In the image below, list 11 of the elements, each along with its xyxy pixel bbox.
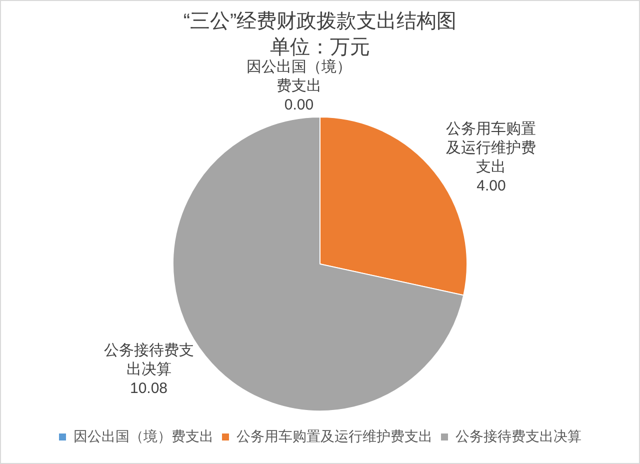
data-label: 4.00 <box>476 178 506 195</box>
chart-title: “三公”经费财政拨款支出结构图 <box>183 10 457 33</box>
legend-label: 公务接待费支出决算 <box>456 428 582 444</box>
slice-label: 公务接待费支出决算 <box>104 342 194 378</box>
data-label: 10.08 <box>130 380 168 398</box>
slice-label: 公务用车购置及运行维护费支出 <box>446 120 536 176</box>
legend-label: 因公出国（境）费支出 <box>74 428 214 444</box>
category-label: 因公出国（境）费支出 <box>246 58 352 95</box>
text: 0.00 <box>284 96 314 114</box>
chart-subtitle: 单位：万元 <box>270 36 370 59</box>
legend-label: 公务用车购置及运行维护费支出 <box>236 428 432 444</box>
